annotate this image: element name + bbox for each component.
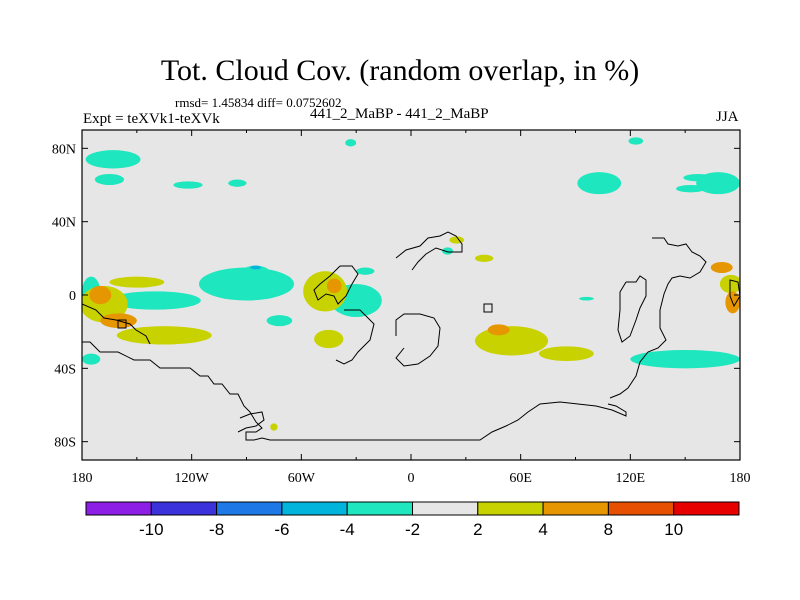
chart-title: Tot. Cloud Cov. (random overlap, in %) <box>160 54 640 87</box>
coastline-small-block <box>335 309 375 365</box>
colorbar-box-3 <box>281 501 348 516</box>
anomaly-layer <box>82 137 740 431</box>
x-tick-label-0: 180 <box>72 471 93 486</box>
y-tick-label-1: 40N <box>52 216 76 231</box>
colorbar-label-0: -10 <box>139 520 164 539</box>
colorbar-box-1 <box>150 501 218 516</box>
colorbar-label-2: -6 <box>274 520 289 539</box>
x-tick-label-3: 0 <box>408 471 415 486</box>
anomaly-region-14 <box>250 265 262 270</box>
colorbar-label-1: -8 <box>209 520 224 539</box>
anomaly-region-3 <box>173 181 203 189</box>
stats-label: rmsd= 1.45834 diff= 0.0752602 <box>175 95 342 110</box>
anomaly-region-13 <box>241 265 271 281</box>
colorbar-label-6: 4 <box>538 520 547 539</box>
anomaly-region-17 <box>356 267 375 275</box>
anomaly-region-26 <box>116 326 212 345</box>
anomaly-region-11 <box>109 291 201 310</box>
anomaly-region-34 <box>710 262 733 273</box>
x-tick-label-1: 120W <box>175 471 210 486</box>
y-tick-label-3: 40S <box>54 362 76 377</box>
colorbar-box-5 <box>412 501 479 516</box>
anomaly-region-30 <box>474 326 549 356</box>
anomaly-region-24 <box>89 285 112 305</box>
colorbar-label-7: 8 <box>604 520 613 539</box>
anomaly-region-20 <box>579 296 594 301</box>
y-tick-label-4: 80S <box>54 436 76 451</box>
x-tick-label-6: 180 <box>730 471 751 486</box>
colorbar: -10 -8 -6 -4 -2 2 4 8 10 <box>85 501 740 539</box>
anomaly-region-8 <box>345 139 357 147</box>
colorbar-box-0 <box>85 501 152 516</box>
coastlines <box>82 231 740 441</box>
anomaly-region-4 <box>577 172 622 195</box>
colorbar-label-4: -2 <box>405 520 420 539</box>
anomaly-region-22 <box>109 276 165 288</box>
anomaly-region-36 <box>474 254 494 262</box>
colorbar-box-9 <box>673 501 740 516</box>
axis-ticks: 180 120W 60W 0 60E 120E 180 80N 40N 0 40S 80S <box>52 130 751 486</box>
x-tick-label-5: 120E <box>616 471 646 486</box>
coastline-peninsula <box>237 411 265 433</box>
anomaly-region-0 <box>85 150 141 169</box>
coastline-antarctica <box>82 341 627 441</box>
season-label: JJA <box>716 109 739 125</box>
coastline-far-east <box>729 279 740 308</box>
anomaly-region-19 <box>630 350 740 369</box>
coastline-south-america <box>313 265 359 305</box>
anomaly-region-32 <box>538 346 594 361</box>
anomaly-region-29 <box>314 329 344 349</box>
anomaly-region-28 <box>326 278 342 294</box>
anomaly-region-31 <box>487 324 510 336</box>
coastline-east <box>609 237 707 399</box>
coastline-east-inner <box>617 275 647 343</box>
anomaly-region-38 <box>270 423 278 431</box>
x-tick-label-4: 60E <box>509 471 532 486</box>
colorbar-box-2 <box>216 501 283 516</box>
y-tick-label-0: 80N <box>52 142 76 157</box>
colorbar-box-6 <box>477 501 544 516</box>
colorbar-label-5: 2 <box>473 520 482 539</box>
colorbar-box-8 <box>607 501 675 516</box>
anomaly-region-9 <box>628 137 644 145</box>
colorbar-label-3: -4 <box>340 520 355 539</box>
anomaly-region-12 <box>198 267 295 301</box>
anomaly-region-16 <box>266 315 293 327</box>
coastline-africa <box>395 231 463 271</box>
case-label: 441_2_MaBP - 441_2_MaBP <box>310 106 489 122</box>
anomaly-region-1 <box>94 174 125 185</box>
colorbar-box-7 <box>542 501 609 516</box>
coastline-islands <box>117 303 493 329</box>
experiment-label: Expt = teXVk1-teXVk <box>83 111 220 127</box>
anomaly-region-18 <box>442 247 454 255</box>
anomaly-region-21 <box>82 353 101 365</box>
x-tick-label-2: 60W <box>288 471 316 486</box>
y-tick-label-2: 0 <box>69 289 76 304</box>
anomaly-region-6 <box>683 174 713 182</box>
colorbar-box-4 <box>346 501 414 516</box>
coastline-southern-africa <box>395 313 441 367</box>
anomaly-region-27 <box>303 271 348 312</box>
colorbar-label-8: 10 <box>664 520 683 539</box>
anomaly-region-7 <box>676 185 706 193</box>
coastline-pacific-west <box>82 303 151 345</box>
anomaly-region-2 <box>228 179 247 187</box>
